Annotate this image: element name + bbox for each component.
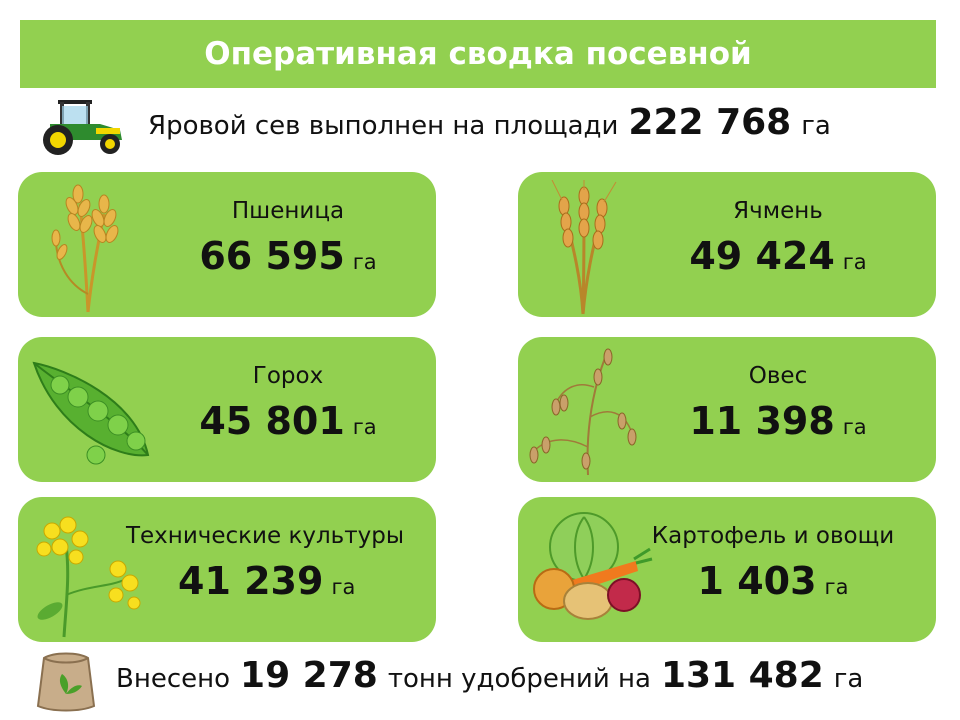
card-technical-crops: Технические культуры 41 239 га bbox=[18, 497, 436, 642]
card-potatoes-vegetables-value: 1 403 bbox=[697, 559, 817, 603]
card-technical-crops-name: Технические культуры bbox=[125, 523, 404, 549]
summary-prefix: Яровой сев выполнен на площади bbox=[148, 111, 619, 141]
footer-unit: га bbox=[833, 664, 864, 694]
card-peas-unit: га bbox=[352, 415, 377, 439]
card-potatoes-vegetables: Картофель и овощи 1 403 га bbox=[518, 497, 936, 642]
barley-icon bbox=[551, 180, 617, 315]
footer-area: 131 482 bbox=[660, 655, 824, 696]
card-technical-crops-value: 41 239 bbox=[178, 559, 324, 603]
wheat-icon bbox=[51, 184, 119, 313]
summary-value: 222 768 bbox=[628, 102, 792, 143]
card-technical-crops-unit: га bbox=[331, 575, 356, 599]
title-bar: Оперативная сводка посевной bbox=[20, 20, 936, 88]
card-barley-name: Ячмень bbox=[733, 198, 823, 224]
card-barley-unit: га bbox=[842, 250, 867, 274]
footer-middle: тонн удобрений на bbox=[387, 664, 651, 694]
fertilizer-summary: Внесено 19 278 тонн удобрений на 131 482… bbox=[116, 655, 863, 705]
card-potatoes-vegetables-name: Картофель и овощи bbox=[651, 523, 895, 549]
card-peas-value: 45 801 bbox=[199, 399, 345, 443]
oat-icon bbox=[529, 348, 637, 476]
card-barley: Ячмень 49 424 га bbox=[518, 172, 936, 317]
card-wheat-value: 66 595 bbox=[199, 234, 345, 278]
vegetables-icon bbox=[533, 512, 653, 620]
summary-unit: га bbox=[801, 111, 831, 141]
footer-prefix: Внесено bbox=[116, 664, 231, 694]
rapeseed-flower-icon bbox=[36, 516, 141, 638]
tractor-icon bbox=[43, 100, 122, 155]
card-oats-name: Овес bbox=[748, 363, 808, 389]
card-peas-name: Горох bbox=[252, 363, 324, 389]
card-oats: Овес 11 398 га bbox=[518, 337, 936, 482]
card-peas: Горох 45 801 га bbox=[18, 337, 436, 482]
card-potatoes-vegetables-unit: га bbox=[824, 575, 849, 599]
card-oats-unit: га bbox=[842, 415, 867, 439]
fertilizer-bag-icon bbox=[36, 652, 96, 712]
footer-tons: 19 278 bbox=[240, 655, 378, 696]
card-wheat: Пшеница 66 595 га bbox=[18, 172, 436, 317]
card-oats-value: 11 398 bbox=[689, 399, 835, 443]
card-wheat-unit: га bbox=[352, 250, 377, 274]
card-wheat-name: Пшеница bbox=[231, 198, 345, 224]
card-barley-value: 49 424 bbox=[689, 234, 835, 278]
sowing-summary: Яровой сев выполнен на площади 222 768 г… bbox=[148, 102, 831, 152]
page-title: Оперативная сводка посевной bbox=[204, 36, 752, 72]
pea-pod-icon bbox=[32, 361, 150, 465]
